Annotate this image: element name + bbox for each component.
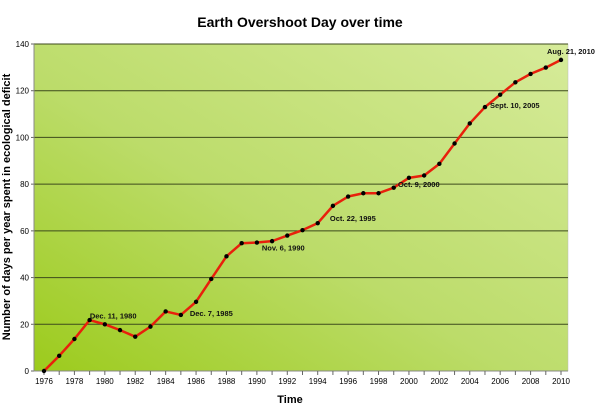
data-point [558, 57, 564, 63]
x-tick-label: 1998 [370, 377, 388, 386]
data-point [148, 324, 153, 329]
data-point [421, 173, 427, 178]
x-tick-label: 1994 [309, 377, 327, 386]
x-tick-label: 1988 [218, 377, 236, 386]
data-point [376, 191, 381, 196]
data-point [209, 276, 214, 282]
data-point [391, 185, 396, 190]
x-tick-label: 1990 [248, 377, 266, 386]
data-point [497, 92, 503, 97]
data-point [528, 71, 533, 77]
data-point [163, 309, 168, 314]
x-tick-label: 2004 [461, 377, 479, 386]
data-point [72, 336, 77, 342]
x-tick-label: 2006 [491, 377, 509, 386]
x-tick-label: 2010 [552, 377, 570, 386]
data-point [543, 65, 548, 70]
x-axis-label: Time [277, 394, 302, 406]
x-tick-label: 1984 [157, 377, 175, 386]
data-annotation: Dec. 11, 1980 [90, 311, 137, 320]
x-tick-label: 2008 [522, 377, 540, 386]
data-point [117, 327, 123, 333]
data-annotation: Oct. 9, 2000 [398, 180, 440, 189]
x-tick-label: 1978 [66, 377, 84, 386]
data-point [452, 141, 457, 146]
y-tick-label: 100 [16, 133, 30, 142]
data-point [482, 104, 488, 110]
data-annotation: Aug. 21, 2010 [547, 47, 595, 56]
y-tick-label: 120 [16, 87, 30, 96]
data-annotation: Dec. 7, 1985 [190, 309, 233, 318]
data-point [285, 233, 290, 238]
data-point [57, 353, 62, 359]
x-tick-label: 1992 [278, 377, 296, 386]
y-tick-label: 80 [20, 180, 29, 189]
data-annotation: Oct. 22, 1995 [330, 214, 376, 223]
data-annotation: Nov. 6, 1990 [262, 244, 305, 253]
x-tick-label: 1996 [339, 377, 357, 386]
x-tick-label: 2000 [400, 377, 418, 386]
data-point [345, 194, 351, 199]
y-tick-label: 20 [20, 320, 29, 329]
data-point [300, 227, 305, 233]
data-point [133, 334, 138, 339]
y-tick-label: 40 [20, 274, 29, 283]
y-tick-label: 0 [25, 367, 30, 376]
x-tick-label: 1986 [187, 377, 205, 386]
data-annotation: Sept. 10, 2005 [490, 101, 540, 110]
data-point [361, 191, 366, 196]
plot-area [33, 43, 569, 372]
data-point [102, 322, 108, 327]
x-tick-label: 1980 [96, 377, 114, 386]
data-point [239, 241, 244, 246]
data-point [269, 238, 275, 244]
data-point [41, 368, 47, 374]
data-point [87, 317, 92, 323]
data-point [330, 203, 336, 209]
chart-title: Earth Overshoot Day over time [197, 14, 403, 30]
x-tick-label: 1976 [35, 377, 53, 386]
data-point [178, 312, 184, 318]
data-point [193, 299, 199, 305]
x-tick-label: 1982 [126, 377, 144, 386]
data-point [224, 254, 229, 259]
data-point [406, 175, 412, 181]
data-point [513, 80, 518, 85]
data-point [254, 240, 260, 245]
data-point [437, 161, 442, 167]
data-point [315, 220, 320, 226]
y-axis-label: Number of days per year spent in ecologi… [1, 73, 13, 340]
y-tick-label: 60 [20, 227, 29, 236]
x-tick-label: 2002 [430, 377, 448, 386]
data-point [467, 121, 472, 126]
y-tick-label: 140 [16, 40, 30, 49]
